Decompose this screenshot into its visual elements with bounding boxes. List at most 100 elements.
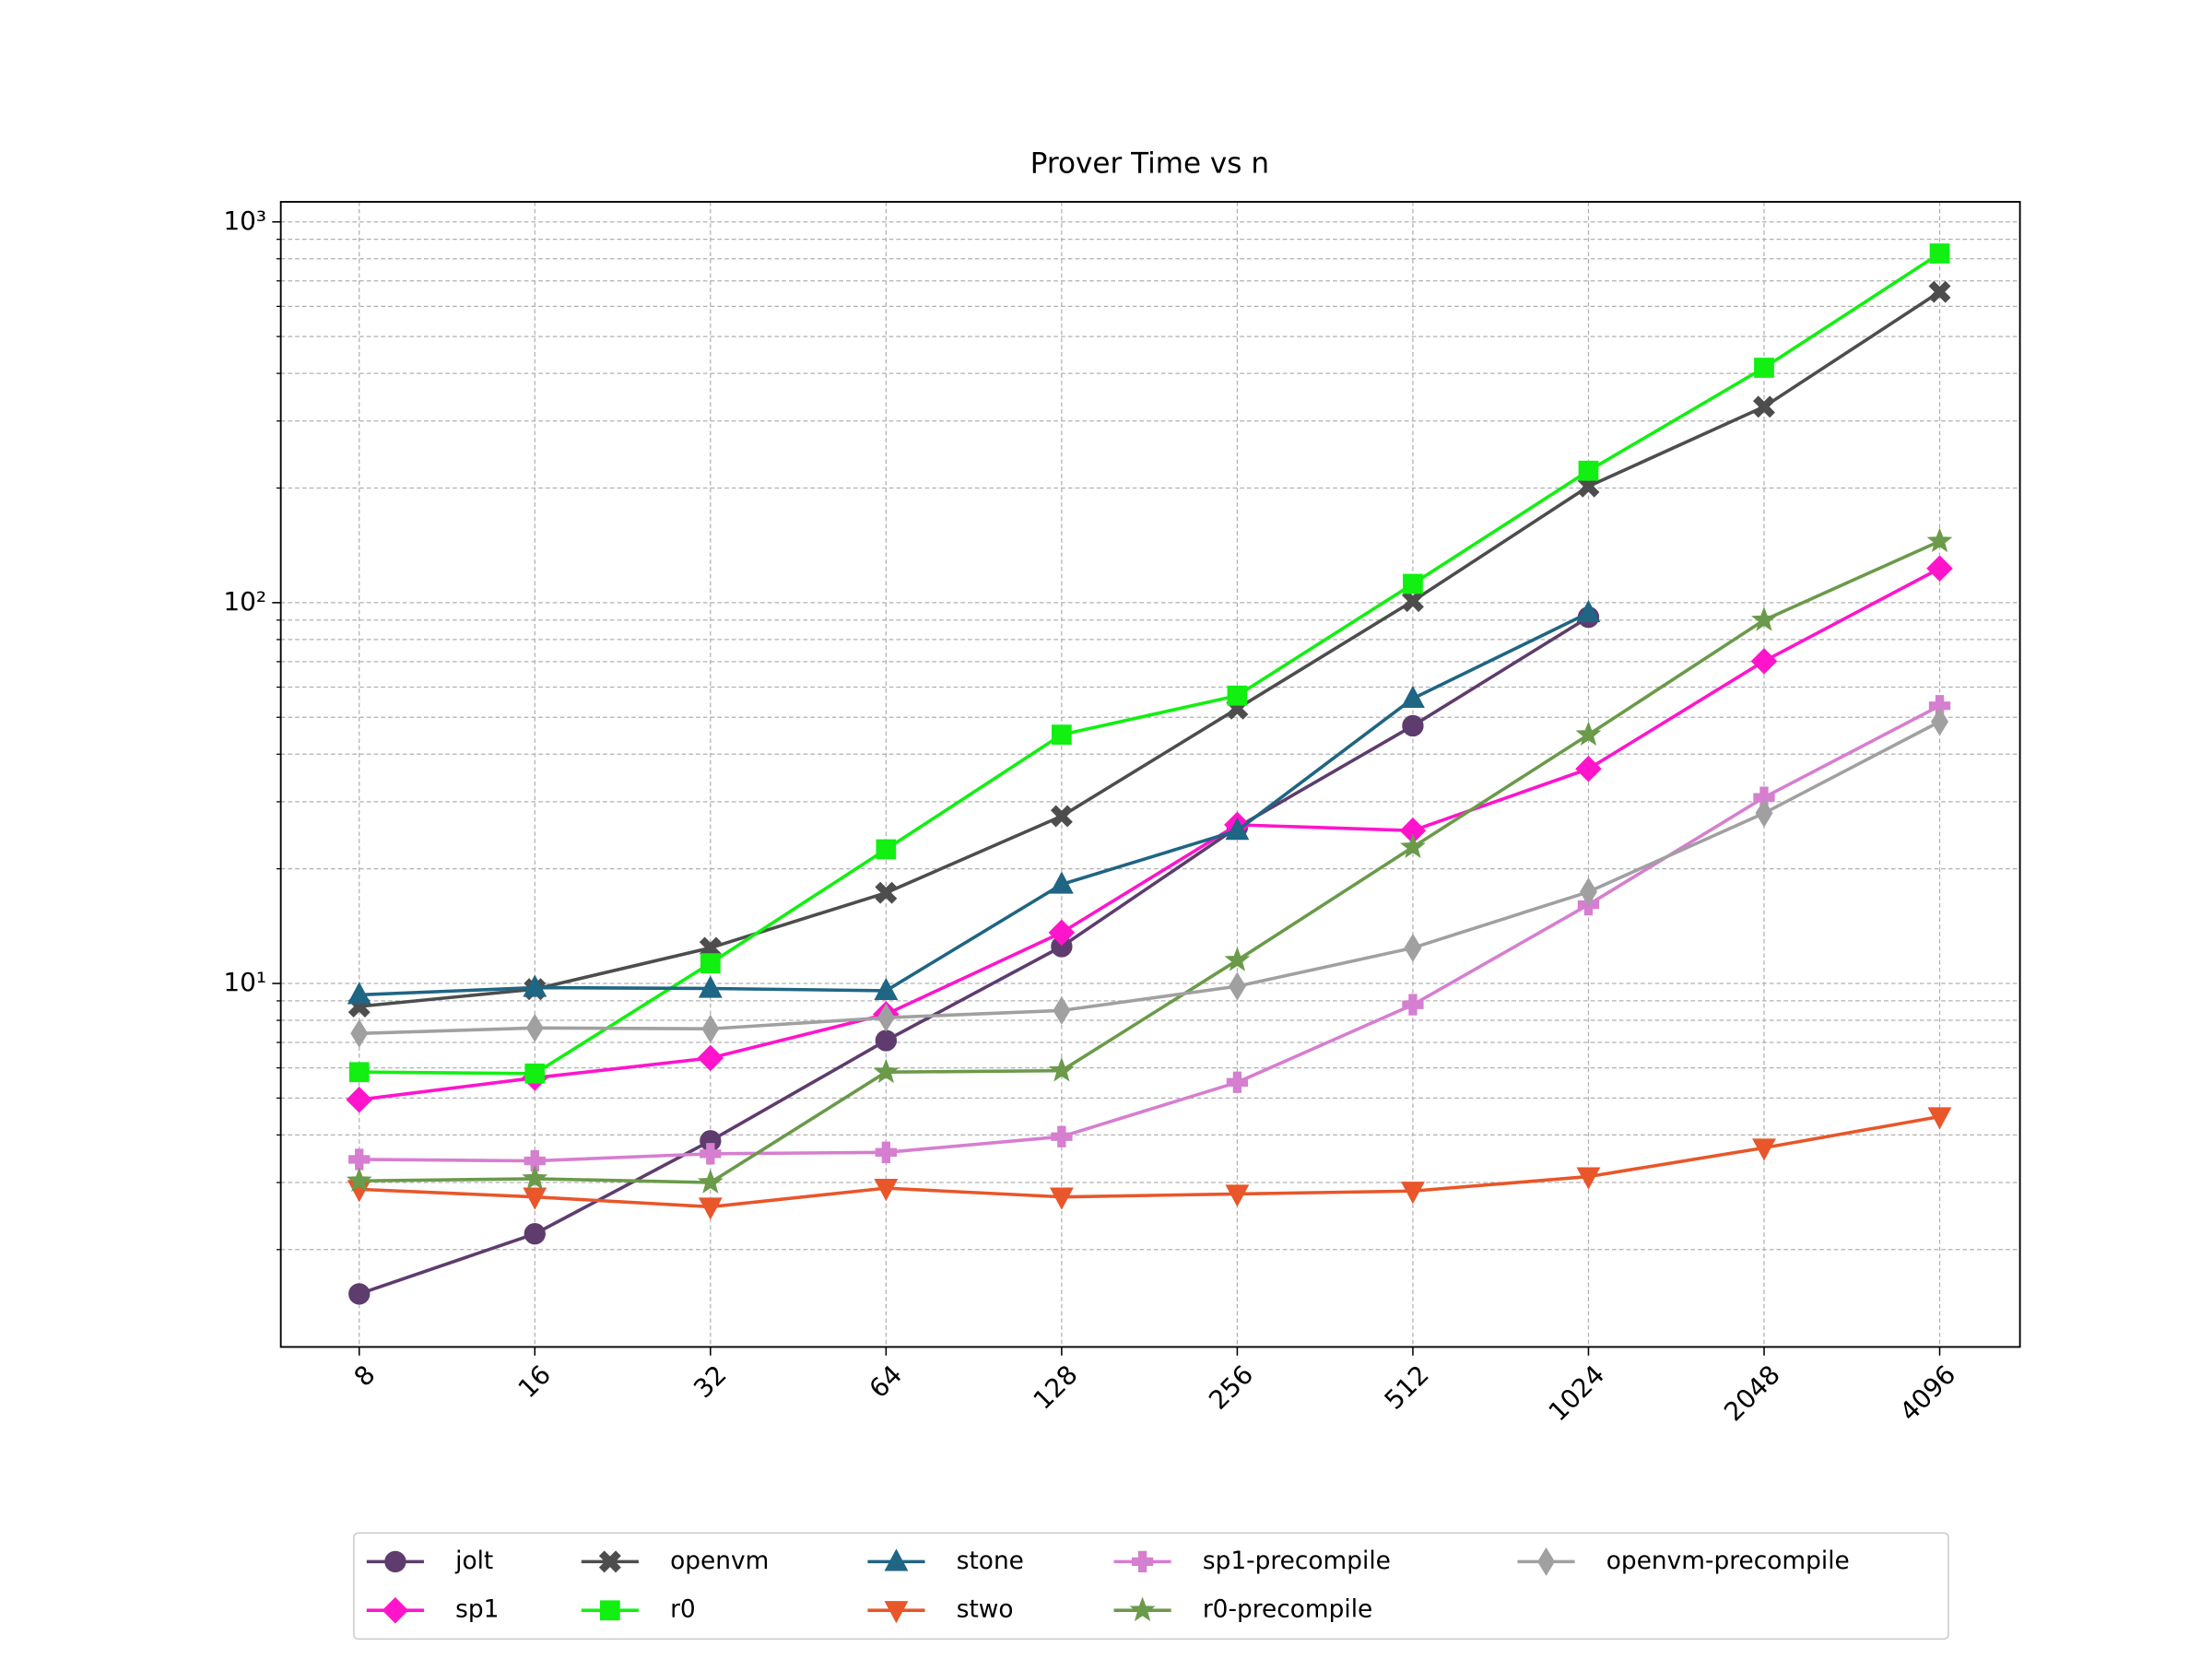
marker — [524, 1149, 546, 1172]
marker — [1575, 755, 1602, 782]
marker — [1401, 590, 1424, 613]
marker — [1049, 1187, 1074, 1210]
marker — [1053, 995, 1071, 1025]
legend-item: sp1 — [366, 1595, 499, 1624]
marker — [346, 1086, 373, 1113]
marker — [1048, 919, 1076, 947]
marker — [1227, 685, 1248, 706]
marker — [698, 975, 723, 998]
marker — [1927, 1107, 1952, 1130]
marker — [1400, 1182, 1425, 1205]
marker — [1931, 707, 1948, 736]
marker — [1926, 527, 1953, 553]
legend-label: r0 — [670, 1595, 696, 1624]
legend-label: stwo — [957, 1595, 1014, 1624]
legend-item: openvm — [581, 1547, 769, 1575]
marker — [1753, 395, 1775, 418]
marker — [347, 982, 371, 1005]
marker — [1225, 818, 1250, 841]
legend-label: stone — [957, 1547, 1024, 1575]
plot-frame — [279, 201, 2021, 1348]
marker — [874, 977, 899, 1001]
legend-label: openvm-precompile — [1606, 1547, 1850, 1575]
marker — [877, 1003, 895, 1032]
series-line — [359, 611, 1590, 997]
marker — [697, 1044, 724, 1072]
marker — [1578, 460, 1599, 481]
chart-title: Prover Time vs n — [1030, 147, 1269, 181]
marker — [523, 1187, 547, 1210]
marker — [350, 1018, 369, 1048]
marker — [875, 881, 898, 904]
legend-label: sp1-precompile — [1203, 1547, 1391, 1575]
marker — [1404, 933, 1422, 962]
legend-marker — [599, 1600, 620, 1621]
marker — [698, 1197, 723, 1220]
legend-label: openvm — [670, 1547, 769, 1575]
marker — [1929, 243, 1950, 264]
marker — [1048, 1057, 1075, 1082]
series-line — [359, 290, 1941, 1008]
series-line — [359, 252, 1941, 1076]
marker — [348, 1062, 370, 1083]
legend-label: jolt — [454, 1547, 493, 1575]
legend-label: r0-precompile — [1203, 1595, 1372, 1624]
marker — [524, 1063, 546, 1084]
marker — [700, 953, 721, 973]
legend-marker — [1129, 1596, 1156, 1622]
legend-marker — [384, 1550, 406, 1573]
legend-label: sp1 — [455, 1595, 499, 1624]
legend-item: sp1-precompile — [1113, 1547, 1391, 1575]
marker — [1926, 555, 1953, 582]
marker — [875, 1030, 897, 1052]
marker — [1224, 947, 1251, 971]
marker — [697, 1169, 724, 1194]
legend-item: jolt — [366, 1547, 493, 1575]
marker — [874, 1179, 899, 1202]
marker — [1577, 475, 1600, 498]
marker — [1580, 877, 1597, 907]
marker — [1402, 994, 1424, 1016]
marker — [701, 1014, 720, 1043]
legend-marker — [1537, 1547, 1556, 1576]
marker — [523, 974, 547, 997]
legend-item: openvm-precompile — [1517, 1547, 1850, 1576]
marker — [1752, 1138, 1776, 1161]
marker — [873, 1058, 900, 1084]
legend-marker — [1131, 1550, 1154, 1573]
legend-marker — [382, 1596, 409, 1624]
marker — [1576, 1167, 1601, 1190]
marker — [1751, 606, 1777, 631]
legend-item: r0-precompile — [1113, 1595, 1372, 1624]
marker — [525, 1013, 544, 1042]
marker — [1049, 871, 1074, 894]
marker — [1228, 971, 1246, 1001]
marker — [1575, 721, 1602, 747]
legend-item: stone — [867, 1547, 1024, 1575]
marker — [348, 1283, 371, 1305]
marker — [1928, 280, 1951, 303]
marker — [1750, 648, 1778, 675]
legend-marker — [884, 1601, 909, 1624]
marker — [1403, 573, 1423, 594]
legend-item: r0 — [581, 1595, 696, 1624]
marker — [875, 1141, 897, 1163]
marker — [1051, 1125, 1073, 1147]
series-line — [359, 720, 1941, 1036]
marker — [1225, 1184, 1250, 1207]
marker — [1400, 685, 1425, 709]
marker — [1402, 714, 1424, 737]
marker — [1226, 1071, 1249, 1093]
series-line — [359, 567, 1941, 1101]
series-line — [359, 616, 1590, 1296]
marker — [1576, 599, 1601, 623]
legend: jolt sp1 openvm r0 stone stwo sp1-precompile r0… — [353, 1532, 1949, 1641]
marker — [348, 1148, 371, 1171]
series-line — [359, 539, 1941, 1184]
marker — [522, 1165, 548, 1190]
marker — [1050, 805, 1073, 828]
y-tick-label: 10¹ — [223, 967, 266, 997]
